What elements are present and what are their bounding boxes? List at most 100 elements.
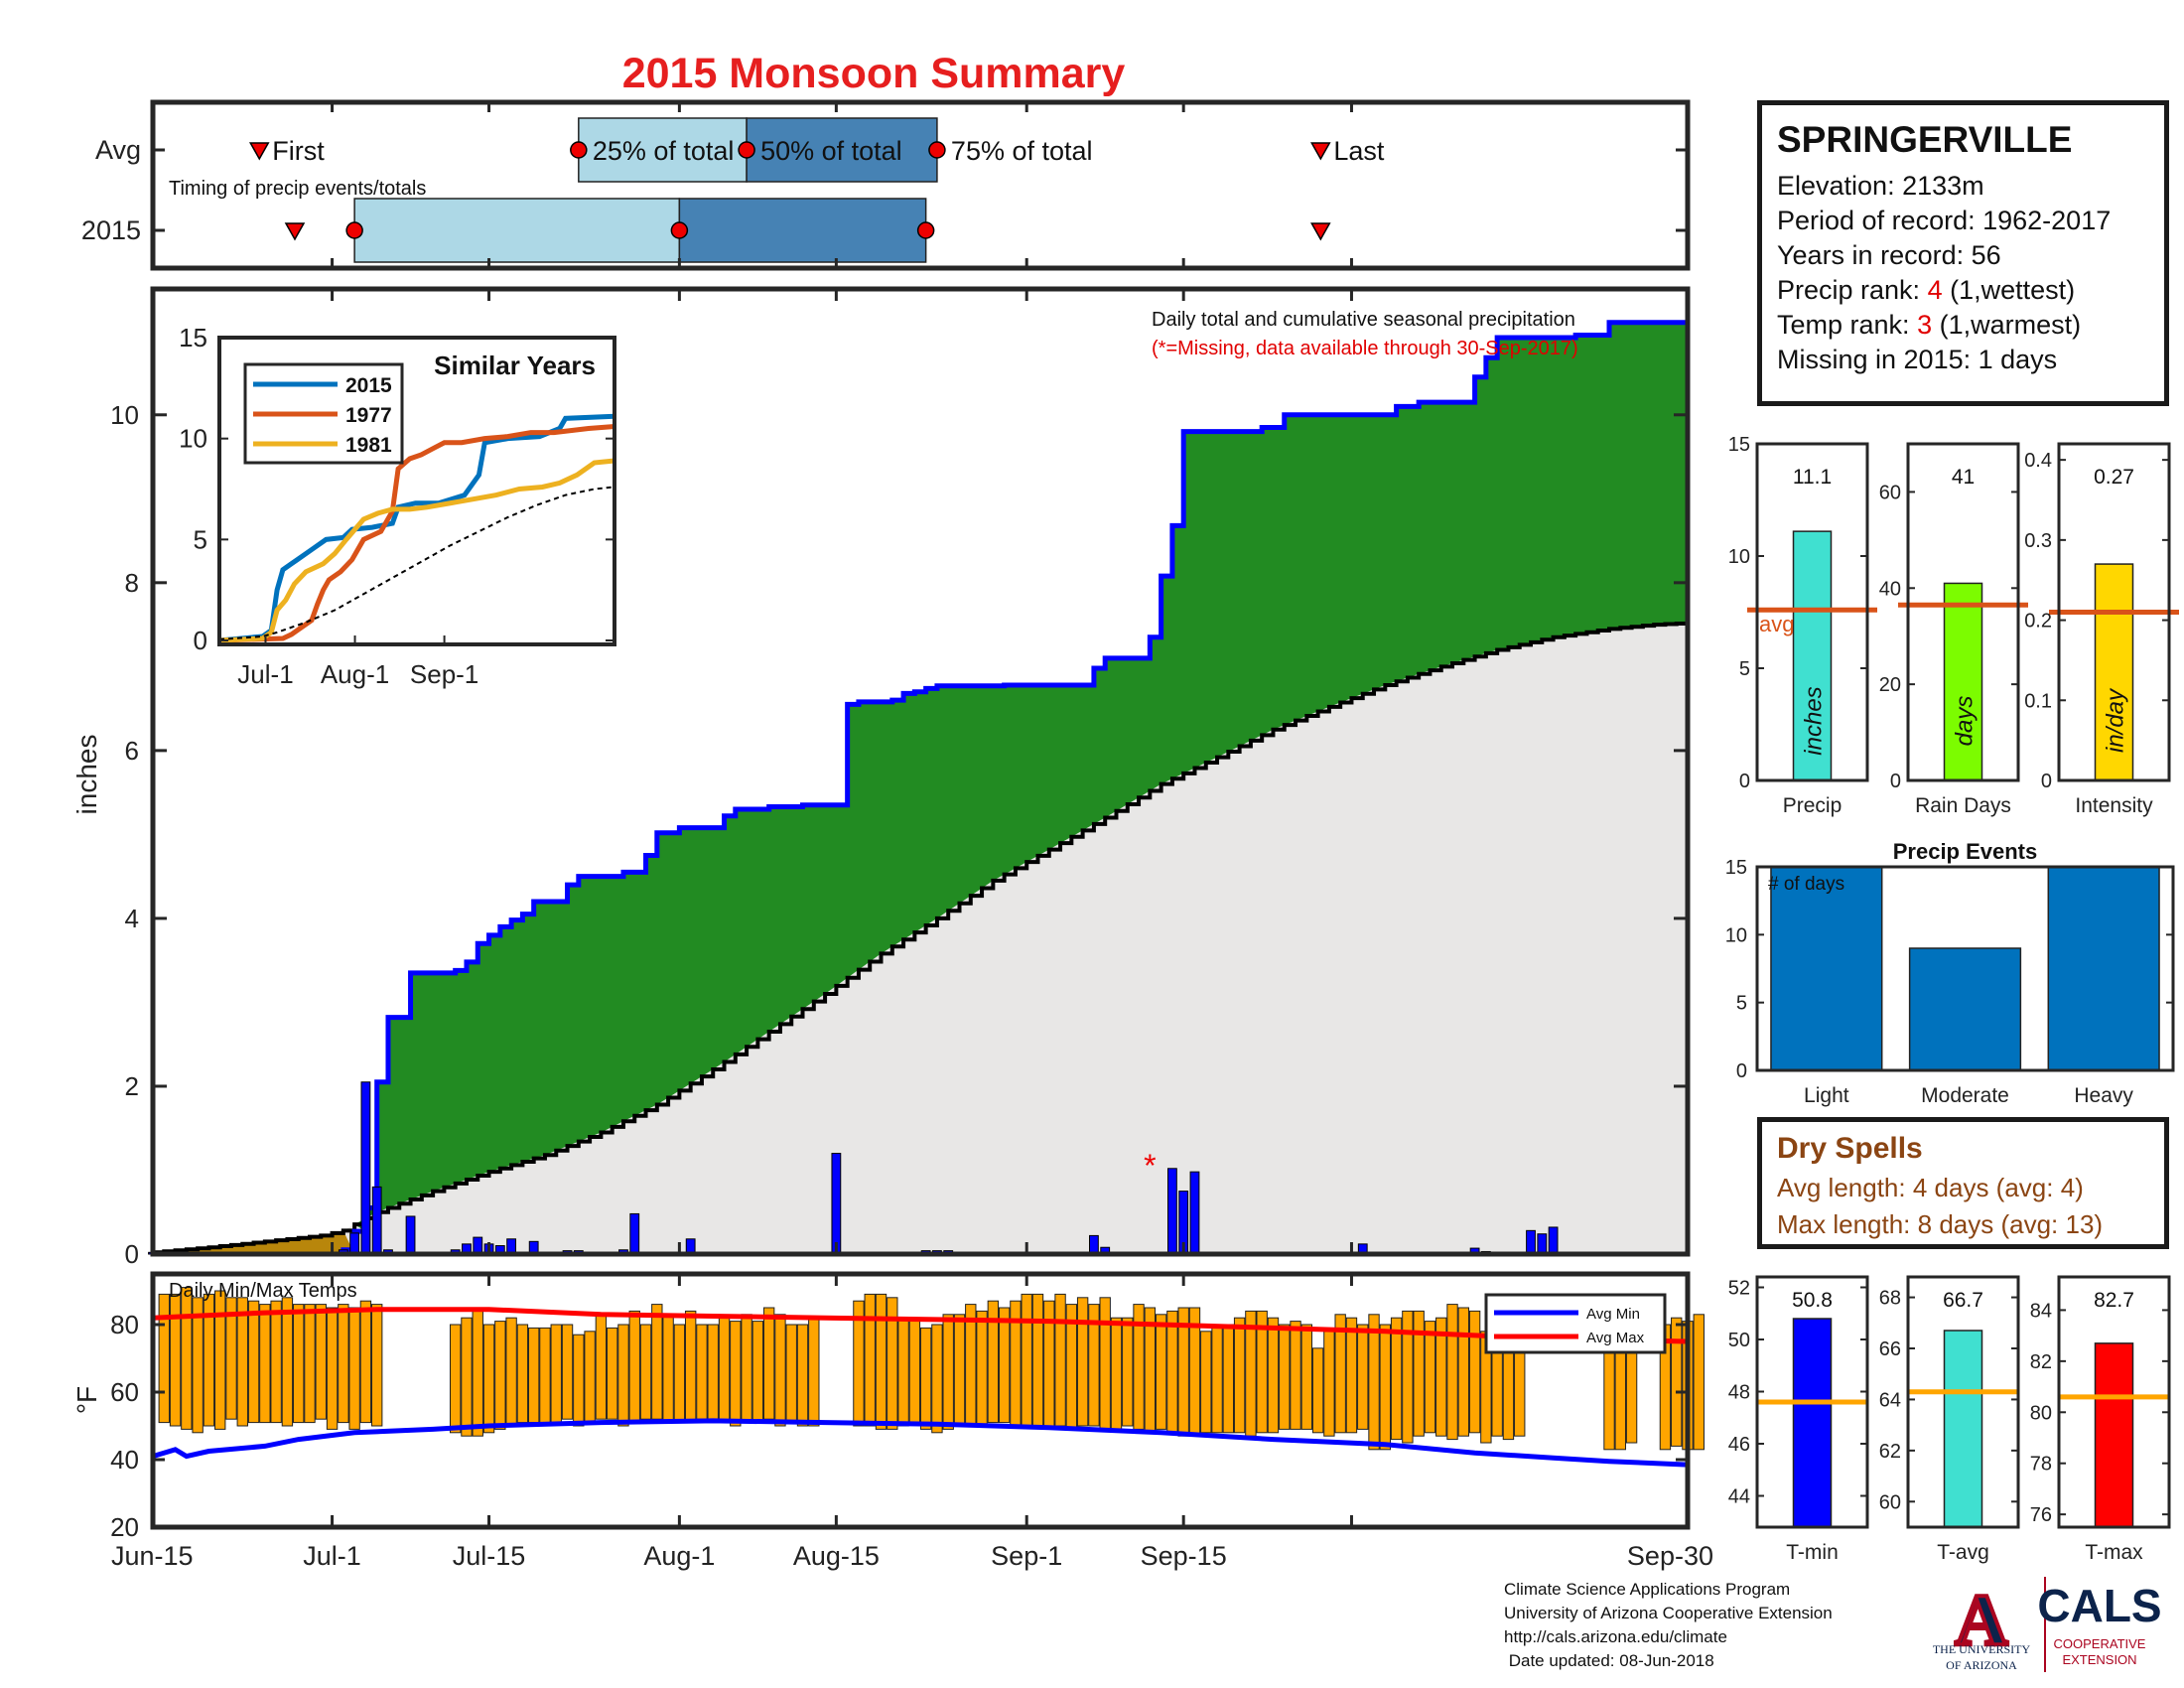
footer-line-4: Date updated: 08-Jun-2018 bbox=[1504, 1651, 1714, 1670]
daily-temp-bar bbox=[762, 1307, 775, 1420]
daily-temp-bar bbox=[1110, 1317, 1123, 1430]
ua-text-line2: OF ARIZONA bbox=[1946, 1658, 2017, 1672]
daily-temp-bar bbox=[1267, 1317, 1280, 1434]
figure-title: 2015 Monsoon Summary bbox=[622, 50, 1126, 97]
date-axis-label: Aug-1 bbox=[643, 1541, 715, 1571]
seasonal-ytick-label: 0 bbox=[1739, 771, 1750, 792]
seasonal-panel-frame bbox=[1906, 442, 2020, 782]
seasonal-value-label: 11.1 bbox=[1793, 466, 1832, 489]
seasonal-bar-panels: avg 11.1 inches 0 5 10 15 Precip 41 days 0 20 40 60 Ra… bbox=[1728, 434, 2179, 817]
daily-temp-bar bbox=[808, 1317, 820, 1427]
daily-temp-bar bbox=[225, 1297, 237, 1420]
daily-temp-bar bbox=[931, 1324, 943, 1434]
date-axis-label: Jun-15 bbox=[111, 1541, 194, 1571]
inset-climatology-line bbox=[218, 486, 615, 640]
cals-wordmark: CALS bbox=[2037, 1580, 2161, 1631]
daily-temp-bar bbox=[1222, 1324, 1235, 1434]
daily-temp-bar bbox=[1435, 1317, 1447, 1437]
daily-temp-bar bbox=[1233, 1317, 1246, 1434]
seasonal-ytick-label: 0 bbox=[2041, 771, 2052, 792]
daily-temp-bar bbox=[482, 1324, 495, 1434]
temp-summary-value-label: 50.8 bbox=[1792, 1289, 1833, 1312]
daily-temp-bar bbox=[673, 1324, 686, 1424]
daily-temp-bar bbox=[527, 1327, 540, 1424]
station-temp-rank: Temp rank: 3 (1,warmest) bbox=[1777, 308, 2164, 343]
climatology-area bbox=[153, 623, 1688, 1254]
timing-quantile-marker bbox=[570, 141, 588, 159]
temp-summary-ytick-label: 46 bbox=[1728, 1434, 1750, 1456]
daily-precip-bar bbox=[473, 1236, 483, 1255]
station-elevation: Elevation: 2133m bbox=[1777, 171, 1984, 201]
daily-temp-bar bbox=[1345, 1317, 1358, 1434]
daily-temp-bar bbox=[1021, 1293, 1032, 1427]
climatology-line bbox=[153, 621, 1690, 1255]
timing-q25-label: 25% of total bbox=[593, 136, 735, 166]
daily-temp-bar bbox=[908, 1317, 921, 1424]
inset-legend-label-2015: 2015 bbox=[345, 374, 392, 397]
events-ytick-label: 5 bbox=[1736, 993, 1747, 1015]
inset-legend-label-1977: 1977 bbox=[345, 404, 392, 427]
seasonal-panel-label: Rain Days bbox=[1915, 794, 2011, 817]
temp-summary-frame bbox=[1755, 1275, 1869, 1529]
temp-summary-frame bbox=[2057, 1275, 2171, 1529]
daily-temp-bar bbox=[887, 1297, 898, 1430]
daily-temp-bar bbox=[707, 1324, 719, 1420]
daily-temp-bar bbox=[1031, 1293, 1044, 1427]
rain-days-bar bbox=[1943, 582, 1983, 781]
temp-ylabel: °F bbox=[71, 1386, 102, 1414]
daily-temp-bar bbox=[1379, 1324, 1392, 1451]
seasonal-surplus-area bbox=[354, 322, 1689, 1232]
main-chart-title: Daily total and cumulative seasonal prec… bbox=[1152, 309, 1575, 331]
daily-temp-bar bbox=[864, 1293, 876, 1427]
daily-temp-bar bbox=[348, 1307, 360, 1430]
daily-temp-bar bbox=[1446, 1304, 1458, 1441]
seasonal-ytick-label: 60 bbox=[1879, 482, 1901, 503]
timing-quantile-marker bbox=[345, 221, 363, 239]
inset-ytick-label: 15 bbox=[179, 323, 207, 352]
daily-temp-bar bbox=[1088, 1304, 1100, 1427]
seasonal-ytick-label: 0.4 bbox=[2024, 450, 2052, 472]
timing-row-avg-label: Avg bbox=[95, 135, 141, 165]
temp-summary-ytick-label: 82 bbox=[2030, 1351, 2052, 1373]
similar-years-inset: 0 5 10 15 Jul-1 Aug-1 Sep-1 Similar Years 2015… bbox=[179, 323, 616, 689]
temp-summary-panel-label: T-avg bbox=[1937, 1541, 1989, 1564]
timing-frame bbox=[150, 99, 1691, 271]
temp-summary-panels: 50.8 44 46 48 50 52 T-min 66.7 60 62 64 66 68 T-avg 82… bbox=[1728, 1275, 2171, 1564]
temp-summary-ytick-label: 80 bbox=[2030, 1402, 2052, 1424]
temp-summary-panel-label: T-max bbox=[2085, 1541, 2143, 1564]
avg-min-line bbox=[152, 1418, 1689, 1468]
dry-spells-avg-length: Avg length: 4 days (avg: 4) bbox=[1777, 1173, 2084, 1202]
seasonal-ytick-label: 40 bbox=[1879, 578, 1901, 600]
seasonal-ytick-label: 0 bbox=[1890, 771, 1901, 792]
t-avg-bar bbox=[1943, 1330, 1983, 1528]
daily-temp-bar bbox=[718, 1317, 731, 1424]
precip-rank-suffix: (1,wettest) bbox=[1942, 275, 2076, 305]
daily-temp-bar bbox=[1390, 1317, 1403, 1441]
daily-temp-bar bbox=[203, 1293, 215, 1427]
temp-summary-value-label: 66.7 bbox=[1943, 1289, 1983, 1312]
seasonal-panel-label: Intensity bbox=[2075, 794, 2153, 817]
cals-logo: CALS COOPERATIVE EXTENSION bbox=[2037, 1580, 2161, 1667]
daily-temp-bar bbox=[359, 1300, 372, 1424]
timing-quantile-marker bbox=[670, 221, 689, 239]
temp-summary-ytick-label: 52 bbox=[1728, 1278, 1750, 1300]
daily-temp-bar bbox=[606, 1327, 618, 1420]
temp-rank-suffix: (1,warmest) bbox=[1932, 310, 2082, 340]
temp-summary-ytick-label: 78 bbox=[2030, 1454, 2052, 1476]
daily-temp-bar bbox=[696, 1324, 708, 1420]
daily-temp-bar bbox=[169, 1293, 182, 1427]
main-ytick-label: 0 bbox=[125, 1239, 139, 1269]
timing-first-last-marker bbox=[248, 142, 270, 161]
daily-precip-bar bbox=[1548, 1226, 1559, 1255]
logos: A THE UNIVERSITY OF ARIZONA CALS COOPERA… bbox=[1933, 1577, 2162, 1672]
events-ytick-label: 10 bbox=[1725, 924, 1747, 946]
seasonal-ytick-label: 0.3 bbox=[2024, 530, 2052, 552]
main-ytick-label: 8 bbox=[125, 568, 139, 598]
temp-rank-prefix: Temp rank: bbox=[1777, 310, 1918, 340]
daily-temp-bar bbox=[751, 1321, 764, 1424]
daily-temp-bar bbox=[449, 1324, 462, 1434]
daily-precip-bar bbox=[1189, 1171, 1200, 1255]
daily-precip-bar bbox=[360, 1081, 371, 1255]
daily-temp-bar bbox=[461, 1317, 473, 1437]
